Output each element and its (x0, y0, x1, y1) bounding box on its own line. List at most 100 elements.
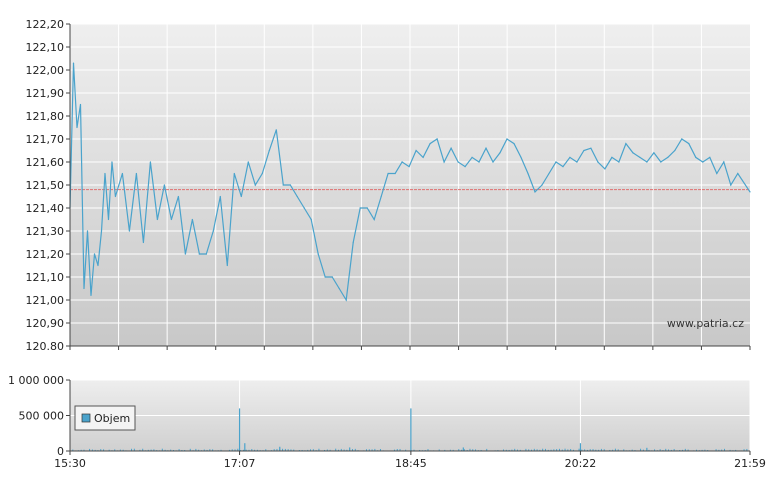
price-point (324, 276, 326, 278)
price-point (121, 172, 124, 175)
price-series-points (69, 62, 751, 301)
price-point (723, 161, 725, 163)
price-point (76, 126, 78, 129)
price-point (104, 172, 106, 175)
price-point (443, 161, 445, 163)
price-point (625, 143, 627, 145)
price-point (163, 184, 165, 186)
price-point (513, 143, 515, 145)
price-point (184, 253, 186, 255)
price-point (408, 166, 410, 168)
price-point (114, 195, 117, 198)
price-point (128, 230, 131, 232)
price-y-tick-label: 121,70 (26, 133, 65, 146)
price-point (415, 149, 417, 152)
price-point (576, 161, 578, 163)
price-point (90, 294, 92, 296)
price-y-tick-label: 121,00 (26, 294, 65, 307)
price-y-tick-label: 121,10 (26, 271, 65, 284)
price-point (464, 166, 466, 168)
price-point (111, 161, 113, 163)
price-point (737, 172, 739, 175)
price-y-tick-label: 122,00 (26, 64, 65, 77)
volume-y-tick-label: 500 000 (19, 410, 65, 423)
price-point (730, 184, 732, 186)
price-point (100, 230, 103, 232)
price-point (303, 207, 305, 209)
price-point (541, 184, 543, 186)
price-point (520, 156, 522, 158)
price-point (177, 195, 179, 198)
price-point (478, 161, 480, 163)
price-point (191, 218, 193, 221)
price-point (219, 195, 221, 198)
price-point (149, 161, 152, 163)
price-y-tick-label: 120,90 (26, 317, 65, 330)
price-point (639, 156, 641, 158)
price-point (261, 172, 263, 175)
price-point (366, 207, 368, 209)
price-point (394, 172, 396, 175)
price-point (142, 241, 145, 244)
price-point (170, 218, 172, 221)
price-point (534, 191, 536, 193)
price-point (107, 218, 110, 221)
price-point (681, 138, 683, 140)
price-point (233, 172, 235, 175)
price-y-tick-label: 122,10 (26, 41, 65, 54)
price-point (359, 207, 361, 209)
price-point (660, 161, 662, 163)
price-point (604, 168, 606, 170)
x-tick-label: 20:22 (565, 457, 597, 470)
x-tick-label: 21:59 (734, 457, 766, 470)
price-point (667, 156, 669, 158)
price-point (646, 161, 648, 163)
price-point (310, 218, 312, 221)
price-point (282, 184, 284, 186)
price-point (380, 195, 382, 198)
price-y-tick-label: 121,80 (26, 110, 65, 123)
price-point (296, 195, 298, 198)
price-point (156, 218, 159, 221)
watermark: www.patria.cz (667, 317, 744, 330)
price-y-tick-label: 121,20 (26, 248, 65, 261)
legend-label: Objem (94, 412, 130, 425)
price-point (289, 184, 291, 186)
price-y-tick-label: 121,50 (26, 179, 65, 192)
price-point (247, 161, 249, 163)
price-point (97, 264, 99, 267)
price-point (695, 156, 697, 158)
price-point (709, 156, 711, 158)
price-y-axis: 122,20 122,10 122,00 121,90 121,80 121,70 121,… (26, 18, 70, 353)
x-tick-label: 15:30 (54, 457, 86, 470)
price-point (93, 253, 96, 255)
price-point (422, 156, 424, 158)
price-point (275, 129, 277, 131)
price-y-tick-label: 121,40 (26, 202, 65, 215)
price-point (331, 276, 333, 278)
price-point (457, 161, 459, 163)
price-point (254, 184, 256, 186)
price-point (450, 147, 452, 149)
price-y-tick-label: 122,20 (26, 18, 65, 31)
price-point (212, 230, 214, 232)
price-point (268, 149, 270, 152)
price-point (674, 149, 676, 152)
price-point (338, 287, 340, 290)
price-point (499, 152, 501, 154)
price-point (345, 299, 347, 301)
price-y-tick-label: 121,60 (26, 156, 65, 169)
x-tick-label: 18:45 (395, 457, 427, 470)
price-point (485, 147, 487, 149)
price-point (506, 138, 508, 140)
volume-y-axis: 1 000 000 500 000 0 (8, 374, 70, 458)
price-point (569, 156, 571, 158)
price-x-ticks (69, 346, 751, 350)
price-point (135, 172, 138, 175)
price-point (240, 195, 242, 198)
price-point (653, 152, 655, 154)
price-point (86, 230, 89, 232)
price-point (583, 149, 585, 152)
price-point (373, 218, 375, 221)
price-point (401, 161, 403, 163)
